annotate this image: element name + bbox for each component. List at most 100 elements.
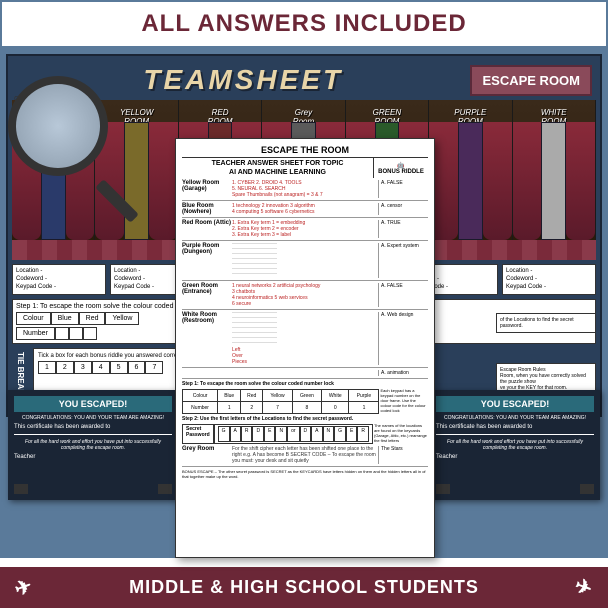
- table-header: White: [322, 390, 349, 402]
- camera-icon: [14, 484, 28, 494]
- room-answer: 1. CYBER 2. DROID 4. TOOLS 5. NEURAL 6. …: [232, 180, 378, 198]
- tick-num: 7: [145, 361, 163, 374]
- table-cell: Number: [183, 402, 218, 414]
- bonus-answer: A. Expert system: [378, 243, 428, 278]
- grey-room-label: Grey Room: [182, 446, 232, 464]
- answer-sheet: ESCAPE THE ROOM TEACHER ANSWER SHEET FOR…: [175, 138, 435, 558]
- room-name: Purple Room (Dungeon): [182, 243, 232, 278]
- camera-icon: [158, 484, 172, 494]
- cert-sub: CONGRATULATIONS: YOU AND YOUR TEAM ARE A…: [436, 415, 594, 421]
- secret-letter: E: [264, 426, 275, 442]
- secret-letter: G: [334, 426, 346, 442]
- camera-icon: [580, 484, 594, 494]
- side-note-1: of the Locations to find the secret pass…: [496, 313, 596, 333]
- table-header: Green: [292, 390, 321, 402]
- bonus-answer: A. Web design: [378, 312, 428, 365]
- color-cell: Yellow: [105, 312, 139, 325]
- answer-row: Red Room (Attic)1. Extra Key term 1 = em…: [182, 218, 428, 241]
- table-cell: 1: [218, 402, 241, 414]
- secret-letter: D: [252, 426, 264, 442]
- sheet-sub2: AI AND MACHINE LEARNING: [182, 169, 373, 176]
- secret-letter: A: [230, 426, 241, 442]
- plane-icon: ✈: [571, 573, 596, 603]
- bonus-answer: A. FALSE: [378, 180, 428, 198]
- table-header: Red: [241, 390, 263, 402]
- bottom-banner-text: MIDDLE & HIGH SCHOOL STUDENTS: [129, 577, 479, 597]
- tick-text: Tick a box for each bonus riddle you ans…: [38, 353, 186, 359]
- step1-note: Each keypad has a keypad number on the d…: [379, 387, 428, 414]
- grey-room-answer: For the shift cipher each letter has bee…: [232, 446, 378, 464]
- secret-letter: N: [275, 426, 287, 442]
- secret-letter: D: [300, 426, 312, 442]
- bottom-banner: ✈ MIDDLE & HIGH SCHOOL STUDENTS ✈: [0, 567, 608, 608]
- answer-row: Yellow Room (Garage)1. CYBER 2. DROID 4.…: [182, 178, 428, 201]
- room-answer: [232, 370, 378, 376]
- bonus-answer: A. censor: [378, 203, 428, 215]
- tick-num: 1: [38, 361, 56, 374]
- room-name: [182, 370, 232, 376]
- table-header: Blue: [218, 390, 241, 402]
- number-label: Number: [16, 327, 55, 340]
- secret-letter: E: [346, 426, 357, 442]
- room-answer: [232, 243, 378, 278]
- tick-num: 2: [56, 361, 74, 374]
- table-cell: 1: [349, 402, 379, 414]
- room-name: Blue Room (Nowhere): [182, 203, 232, 215]
- cert-text: For all the hard work and effort you hav…: [14, 439, 172, 451]
- answer-row: Purple Room (Dungeon) A. Expert system: [182, 241, 428, 281]
- main-content: CRE8TIVE RESOURCES TEAMSHEET ESCAPE ROOM…: [0, 48, 608, 558]
- room-name: Red Room (Attic): [182, 220, 232, 238]
- table-header: Colour: [183, 390, 218, 402]
- tick-num: 3: [74, 361, 92, 374]
- bonus-answer: A. animation: [378, 370, 428, 376]
- secret-letter: R: [357, 426, 369, 442]
- table-header: Yellow: [263, 390, 293, 402]
- table-cell: 0: [322, 402, 349, 414]
- room-answer: 1. Extra Key term 1 = embedding 2. Extra…: [232, 220, 378, 238]
- tick-num: 6: [128, 361, 146, 374]
- secret-row: Secret Password GARDEN or DANGER: [182, 424, 373, 444]
- table-cell: 7: [263, 402, 293, 414]
- room-name: White Room (Restroom): [182, 312, 232, 365]
- certificate-right: YOU ESCAPED! CONGRATULATIONS: YOU AND YO…: [430, 390, 600, 500]
- sheet-sub1: TEACHER ANSWER SHEET FOR TOPIC: [182, 160, 373, 167]
- cert-teacher: Teacher: [436, 454, 594, 460]
- color-cell: Colour: [16, 312, 51, 325]
- secret-letters: GARDEN or DANGER: [214, 424, 373, 444]
- cert-awarded: This certificate has been awarded to: [14, 424, 172, 430]
- answer-row: White Room (Restroom)Left Over PiecesA. …: [182, 310, 428, 368]
- room-name: Yellow Room (Garage): [182, 180, 232, 198]
- table-header: Purple: [349, 390, 379, 402]
- bonus-header: 🤖BONUS RIDDLE: [373, 158, 428, 178]
- cert-awarded: This certificate has been awarded to: [436, 424, 594, 430]
- bonus-answer: A. FALSE: [378, 283, 428, 307]
- table-cell: 2: [241, 402, 263, 414]
- room-answer: Left Over Pieces: [232, 312, 378, 365]
- room-purple: PURPLE ROOM: [429, 100, 512, 240]
- top-banner: ALL ANSWERS INCLUDED: [0, 0, 608, 48]
- bonus-escape-text: BONUS ESCAPE – The other secret password…: [182, 469, 428, 479]
- table-cell: 8: [292, 402, 321, 414]
- plane-icon: ✈: [11, 573, 36, 603]
- room-white: WHITE ROOM: [513, 100, 596, 240]
- cert-sub: CONGRATULATIONS: YOU AND YOUR TEAM ARE A…: [14, 415, 172, 421]
- secret-letter: R: [241, 426, 253, 442]
- tick-num: 5: [110, 361, 128, 374]
- cert-title: YOU ESCAPED!: [436, 396, 594, 412]
- secret-letter: or: [287, 426, 299, 442]
- location-box: Location - Codeword - Keypad Code -: [502, 264, 596, 295]
- room-answer: 1 technology 2 innovation 3 algorithm 4 …: [232, 203, 378, 215]
- escape-room-badge: ESCAPE ROOM: [470, 65, 592, 96]
- tick-numbers: 1234567: [38, 361, 186, 374]
- step1-table: ColourBlueRedYellowGreenWhitePurple Numbe…: [182, 389, 379, 414]
- camera-icon: [436, 484, 450, 494]
- location-box: Location - Codeword - Keypad Code -: [12, 264, 106, 295]
- room-name: Green Room (Entrance): [182, 283, 232, 307]
- secret-letter: A: [311, 426, 322, 442]
- secret-letter: N: [323, 426, 335, 442]
- secret-letter: G: [218, 426, 230, 442]
- color-cell: Blue: [51, 312, 79, 325]
- secret-note: The names of the locations are found on …: [373, 422, 428, 444]
- bonus-answer: A. TRUE: [378, 220, 428, 238]
- answer-row: Blue Room (Nowhere)1 technology 2 innova…: [182, 201, 428, 218]
